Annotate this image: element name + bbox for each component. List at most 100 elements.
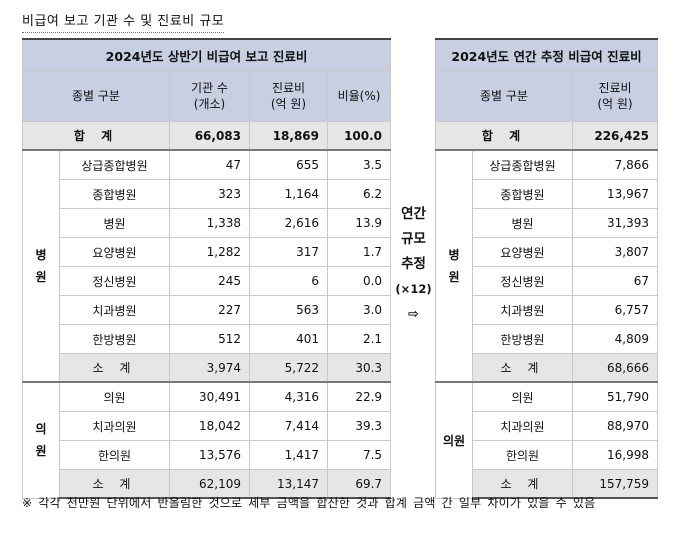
total-row: 합 계 226,425 xyxy=(435,121,658,151)
row-name: 병원 xyxy=(472,208,573,238)
row-ratio: 3.5 xyxy=(326,149,392,180)
table-row: 종합병원 323 1,164 6.2 xyxy=(23,179,392,209)
table-row: 요양병원 3,807 xyxy=(436,237,658,267)
row-name: 요양병원 xyxy=(472,237,573,267)
row-cost: 67 xyxy=(572,266,658,296)
row-name: 치과의원 xyxy=(59,411,170,441)
row-cost: 7,866 xyxy=(572,149,658,180)
row-cost: 563 xyxy=(249,295,328,325)
cost-header: 진료비 (억 원) xyxy=(572,70,658,122)
row-name: 종합병원 xyxy=(472,179,573,209)
row-ratio: 7.5 xyxy=(326,440,392,470)
row-cost: 401 xyxy=(249,324,328,354)
subtotal-row: 소 계 157,759 xyxy=(436,469,658,499)
row-ratio: 1.7 xyxy=(326,237,392,267)
subtotal-label: 소 계 xyxy=(59,353,170,383)
total-ratio: 100.0 xyxy=(326,121,392,151)
multiplier-label: (×12) xyxy=(395,282,432,296)
total-cost: 226,425 xyxy=(572,121,658,151)
footnote: ※ 각각 천만원 단위에서 반올림한 것으로 세부 금액을 합산한 것과 합계 … xyxy=(22,496,596,510)
subtotal-row: 소 계 62,109 13,147 69.7 xyxy=(23,469,392,499)
row-name: 종합병원 xyxy=(59,179,170,209)
subtotal-label: 소 계 xyxy=(59,469,170,499)
row-cost: 1,164 xyxy=(249,179,328,209)
count-header: 기관 수 (개소) xyxy=(169,70,250,122)
row-ratio: 39.3 xyxy=(326,411,392,441)
table-row: 병원 1,338 2,616 13.9 xyxy=(23,208,392,238)
row-cost: 88,970 xyxy=(572,411,658,441)
table-row: 정신병원 245 6 0.0 xyxy=(23,266,392,296)
row-count: 30,491 xyxy=(169,381,250,412)
row-ratio: 2.1 xyxy=(326,324,392,354)
row-count: 13,576 xyxy=(169,440,250,470)
table-row: 치과병원 6,757 xyxy=(436,295,658,325)
row-name: 상급종합병원 xyxy=(472,149,573,180)
table-row: 한방병원 512 401 2.1 xyxy=(23,324,392,354)
row-count: 47 xyxy=(169,149,250,180)
table-row: 한의원 13,576 1,417 7.5 xyxy=(23,440,392,470)
half-year-table: 2024년도 상반기 비급여 보고 진료비 종별 구분 기관 수 (개소) 진료비… xyxy=(21,38,392,499)
row-ratio: 3.0 xyxy=(326,295,392,325)
category-header: 종별 구분 xyxy=(22,70,170,122)
half-year-table-title: 2024년도 상반기 비급여 보고 진료비 xyxy=(21,38,392,71)
table-row: 병원 31,393 xyxy=(436,208,658,238)
row-cost: 16,998 xyxy=(572,440,658,470)
row-cost: 4,809 xyxy=(572,324,658,354)
subtotal-cost: 68,666 xyxy=(572,353,658,383)
subtotal-cost: 5,722 xyxy=(249,353,328,383)
row-cost: 655 xyxy=(249,149,328,180)
annual-estimate-table: 2024년도 연간 추정 비급여 진료비 종별 구분 진료비 (억 원) 합 계 … xyxy=(435,38,658,499)
row-name: 치과의원 xyxy=(472,411,573,441)
row-name: 요양병원 xyxy=(59,237,170,267)
row-ratio: 22.9 xyxy=(326,381,392,412)
right-arrow-icon: ⇨ xyxy=(408,307,419,322)
row-cost: 2,616 xyxy=(249,208,328,238)
subtotal-count: 3,974 xyxy=(169,353,250,383)
table-row: 치과의원 88,970 xyxy=(436,411,658,441)
subtotal-label: 소 계 xyxy=(472,469,573,499)
row-cost: 317 xyxy=(249,237,328,267)
total-label: 합 계 xyxy=(435,121,573,151)
table-row: 의원 의원 51,790 xyxy=(435,381,658,499)
row-cost: 6,757 xyxy=(572,295,658,325)
row-name: 치과병원 xyxy=(472,295,573,325)
subtotal-row: 소 계 68,666 xyxy=(436,353,658,383)
row-name: 한의원 xyxy=(472,440,573,470)
row-name: 한방병원 xyxy=(59,324,170,354)
total-cost: 18,869 xyxy=(249,121,328,151)
table-row: 종합병원 13,967 xyxy=(436,179,658,209)
row-cost: 6 xyxy=(249,266,328,296)
subtotal-ratio: 69.7 xyxy=(326,469,392,499)
table-row: 한방병원 4,809 xyxy=(436,324,658,354)
table-row: 치과병원 227 563 3.0 xyxy=(23,295,392,325)
row-count: 512 xyxy=(169,324,250,354)
row-name: 의원 xyxy=(59,381,170,412)
table-row: 치과의원 18,042 7,414 39.3 xyxy=(23,411,392,441)
row-cost: 31,393 xyxy=(572,208,658,238)
document-title: 비급여 보고 기관 수 및 진료비 규모 xyxy=(22,10,225,33)
group-label-clinic: 의원 xyxy=(435,381,473,499)
row-count: 323 xyxy=(169,179,250,209)
row-count: 18,042 xyxy=(169,411,250,441)
row-cost: 3,807 xyxy=(572,237,658,267)
total-row: 합 계 66,083 18,869 100.0 xyxy=(22,121,392,151)
row-cost: 1,417 xyxy=(249,440,328,470)
row-count: 245 xyxy=(169,266,250,296)
table-row: 요양병원 1,282 317 1.7 xyxy=(23,237,392,267)
row-ratio: 6.2 xyxy=(326,179,392,209)
category-header: 종별 구분 xyxy=(435,70,573,122)
row-cost: 13,967 xyxy=(572,179,658,209)
row-cost: 4,316 xyxy=(249,381,328,412)
subtotal-row: 소 계 3,974 5,722 30.3 xyxy=(23,353,392,383)
subtotal-cost: 13,147 xyxy=(249,469,328,499)
total-label: 합 계 xyxy=(22,121,170,151)
row-name: 치과병원 xyxy=(59,295,170,325)
row-name: 한방병원 xyxy=(472,324,573,354)
annual-estimate-annotation: 연간 규모 추정 (×12) ⇨ xyxy=(392,202,435,327)
row-cost: 51,790 xyxy=(572,381,658,412)
